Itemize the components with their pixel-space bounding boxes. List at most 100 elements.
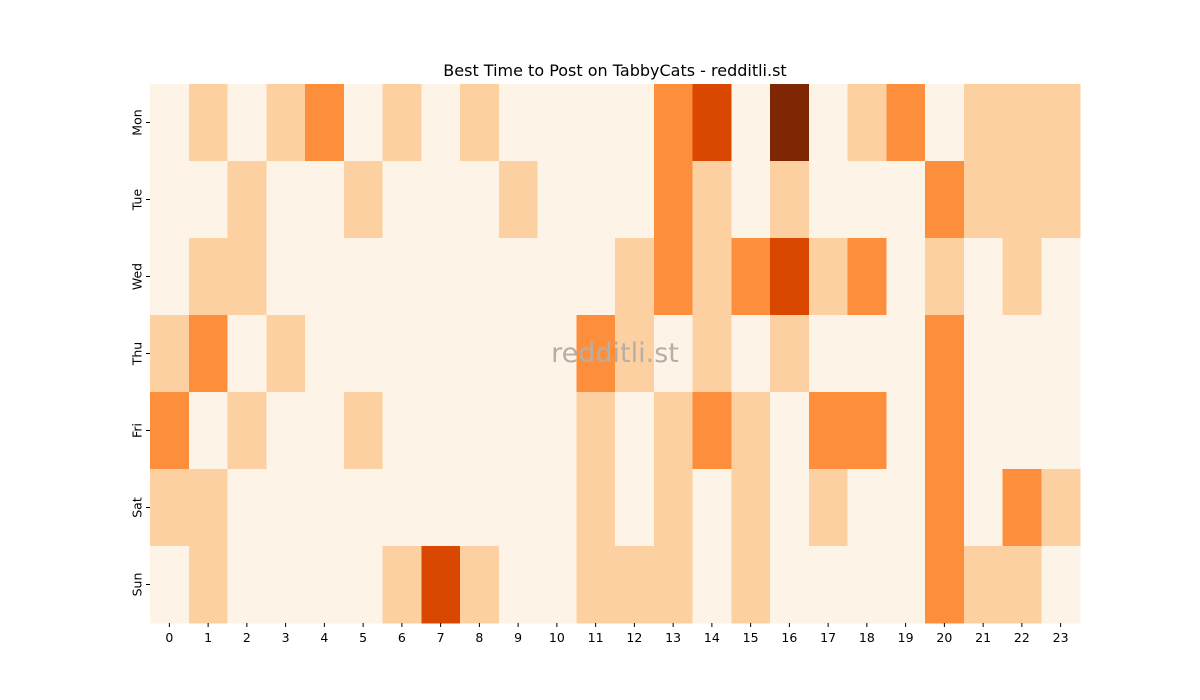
heatmap-cell-sun-3 (266, 546, 306, 624)
heatmap-cell-fri-4 (305, 392, 345, 470)
heatmap-cell-thu-8 (460, 315, 500, 393)
heatmap-cell-thu-15 (731, 315, 771, 393)
heatmap-cells (150, 84, 1081, 624)
heatmap-cell-mon-9 (498, 84, 538, 162)
heatmap-cell-tue-3 (266, 161, 306, 239)
y-tick-label: Mon (130, 109, 145, 135)
heatmap-cell-wed-3 (266, 238, 306, 316)
heatmap-cell-wed-9 (498, 238, 538, 316)
heatmap-cell-mon-19 (886, 84, 926, 162)
heatmap-cell-mon-18 (847, 84, 887, 162)
heatmap-cell-sun-12 (615, 546, 655, 624)
heatmap-cell-sat-13 (653, 469, 693, 547)
heatmap-cell-mon-1 (188, 84, 228, 162)
heatmap-cell-sun-14 (692, 546, 732, 624)
heatmap-cell-sat-21 (963, 469, 1003, 547)
heatmap-cell-tue-12 (615, 161, 655, 239)
heatmap-cell-mon-20 (925, 84, 965, 162)
heatmap-cell-wed-0 (150, 238, 190, 316)
heatmap-cell-thu-6 (382, 315, 422, 393)
x-tick-label: 15 (743, 630, 759, 645)
heatmap-cell-fri-8 (460, 392, 500, 470)
heatmap-cell-sun-6 (382, 546, 422, 624)
x-tick-label: 2 (243, 630, 251, 645)
x-tick-label: 23 (1053, 630, 1069, 645)
heatmap-cell-sun-7 (421, 546, 461, 624)
x-tick-label: 8 (475, 630, 483, 645)
y-tick-label: Thu (130, 342, 145, 366)
y-tick-label: Sat (130, 497, 145, 518)
heatmap-cell-sat-2 (227, 469, 267, 547)
heatmap-cell-wed-6 (382, 238, 422, 316)
heatmap-cell-thu-18 (847, 315, 887, 393)
heatmap-cell-tue-18 (847, 161, 887, 239)
heatmap-cell-tue-19 (886, 161, 926, 239)
heatmap-cell-wed-4 (305, 238, 345, 316)
heatmap-cell-mon-17 (808, 84, 848, 162)
heatmap-cell-fri-3 (266, 392, 306, 470)
watermark-text: redditli.st (551, 338, 679, 369)
heatmap-cell-wed-11 (576, 238, 616, 316)
heatmap-cell-sat-18 (847, 469, 887, 547)
heatmap-cell-tue-13 (653, 161, 693, 239)
heatmap-cell-thu-2 (227, 315, 267, 393)
x-axis: 0 1 2 3 4 5 6 7 8 9 10 11 12 13 14 15 16 17 18 19 20 21 22 23 (165, 623, 1069, 645)
heatmap-cell-thu-4 (305, 315, 345, 393)
heatmap-cell-fri-13 (653, 392, 693, 470)
heatmap-cell-thu-17 (808, 315, 848, 393)
heatmap-cell-fri-7 (421, 392, 461, 470)
heatmap-cell-wed-15 (731, 238, 771, 316)
heatmap-cell-wed-21 (963, 238, 1003, 316)
heatmap-cell-sun-21 (963, 546, 1003, 624)
heatmap-cell-wed-8 (460, 238, 500, 316)
heatmap-cell-fri-14 (692, 392, 732, 470)
heatmap-cell-thu-22 (1002, 315, 1042, 393)
heatmap-cell-wed-1 (188, 238, 228, 316)
x-tick-label: 13 (665, 630, 681, 645)
heatmap-cell-wed-14 (692, 238, 732, 316)
x-tick-label: 5 (359, 630, 367, 645)
heatmap-cell-tue-5 (343, 161, 383, 239)
heatmap-cell-mon-6 (382, 84, 422, 162)
chart-title: Best Time to Post on TabbyCats - redditl… (443, 61, 786, 80)
heatmap-cell-wed-7 (421, 238, 461, 316)
heatmap-cell-sat-3 (266, 469, 306, 547)
heatmap-cell-mon-15 (731, 84, 771, 162)
heatmap-cell-fri-21 (963, 392, 1003, 470)
heatmap-cell-mon-21 (963, 84, 1003, 162)
heatmap-cell-tue-21 (963, 161, 1003, 239)
heatmap-cell-thu-10 (537, 315, 577, 393)
heatmap-cell-tue-8 (460, 161, 500, 239)
heatmap-cell-sat-22 (1002, 469, 1042, 547)
x-tick-label: 17 (820, 630, 836, 645)
heatmap-cell-sun-11 (576, 546, 616, 624)
heatmap-cell-fri-22 (1002, 392, 1042, 470)
heatmap-cell-tue-6 (382, 161, 422, 239)
heatmap-cell-fri-11 (576, 392, 616, 470)
heatmap-cell-thu-23 (1041, 315, 1081, 393)
heatmap-cell-thu-19 (886, 315, 926, 393)
heatmap-cell-tue-4 (305, 161, 345, 239)
heatmap-cell-thu-9 (498, 315, 538, 393)
heatmap-cell-sat-20 (925, 469, 965, 547)
heatmap-cell-tue-22 (1002, 161, 1042, 239)
x-tick-label: 3 (282, 630, 290, 645)
heatmap-cell-sat-16 (770, 469, 810, 547)
x-tick-label: 20 (936, 630, 952, 645)
heatmap-cell-thu-11 (576, 315, 616, 393)
heatmap-cell-tue-14 (692, 161, 732, 239)
x-tick-label: 4 (320, 630, 328, 645)
heatmap-cell-sun-23 (1041, 546, 1081, 624)
heatmap-cell-tue-15 (731, 161, 771, 239)
x-tick-label: 1 (204, 630, 212, 645)
heatmap-cell-mon-2 (227, 84, 267, 162)
heatmap-cell-fri-5 (343, 392, 383, 470)
heatmap-cell-mon-8 (460, 84, 500, 162)
heatmap-cell-sat-1 (188, 469, 228, 547)
heatmap-cell-sun-4 (305, 546, 345, 624)
heatmap-cell-mon-4 (305, 84, 345, 162)
heatmap-cell-sat-10 (537, 469, 577, 547)
x-tick-label: 6 (398, 630, 406, 645)
heatmap-cell-mon-5 (343, 84, 383, 162)
